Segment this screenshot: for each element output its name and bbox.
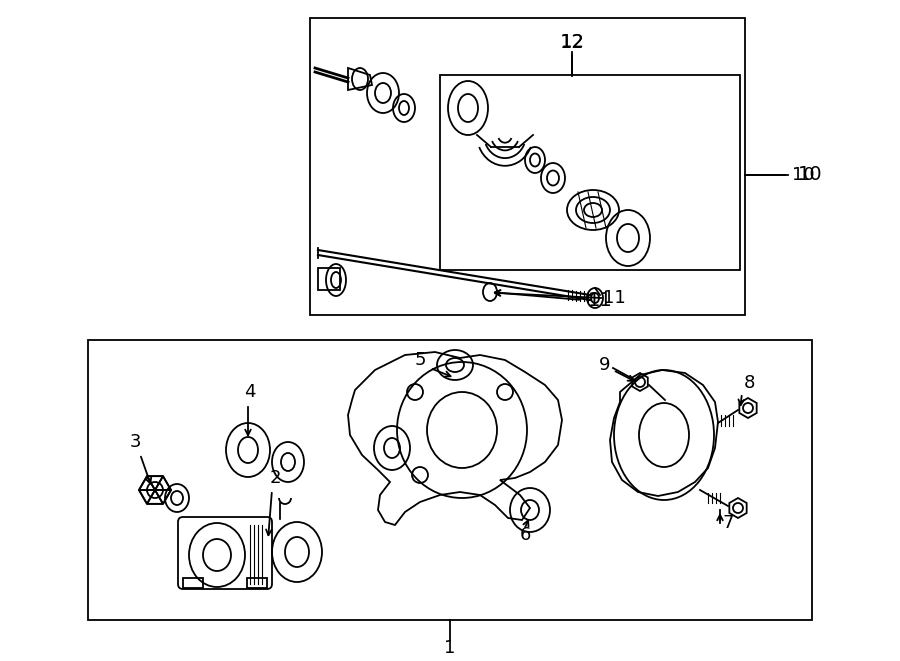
Bar: [88, 340, 812, 620]
Bar: [310, 18, 745, 315]
Text: 9: 9: [598, 356, 610, 374]
Text: 6: 6: [520, 526, 531, 544]
Text: 4: 4: [244, 383, 256, 401]
Text: 11: 11: [603, 289, 625, 307]
Text: 12: 12: [561, 33, 583, 51]
Text: 10: 10: [792, 166, 814, 184]
Bar: [183, 578, 203, 588]
Text: 10: 10: [798, 165, 823, 184]
Text: 2: 2: [270, 469, 282, 487]
Text: 3: 3: [130, 433, 141, 451]
Text: 5: 5: [415, 351, 427, 369]
Bar: [440, 75, 740, 270]
Bar: [318, 268, 340, 290]
Text: 7: 7: [722, 514, 734, 532]
Text: 1: 1: [445, 639, 455, 657]
Text: 8: 8: [744, 374, 755, 392]
Text: 11: 11: [588, 290, 613, 309]
Bar: [247, 578, 267, 588]
Text: 12: 12: [560, 32, 584, 52]
